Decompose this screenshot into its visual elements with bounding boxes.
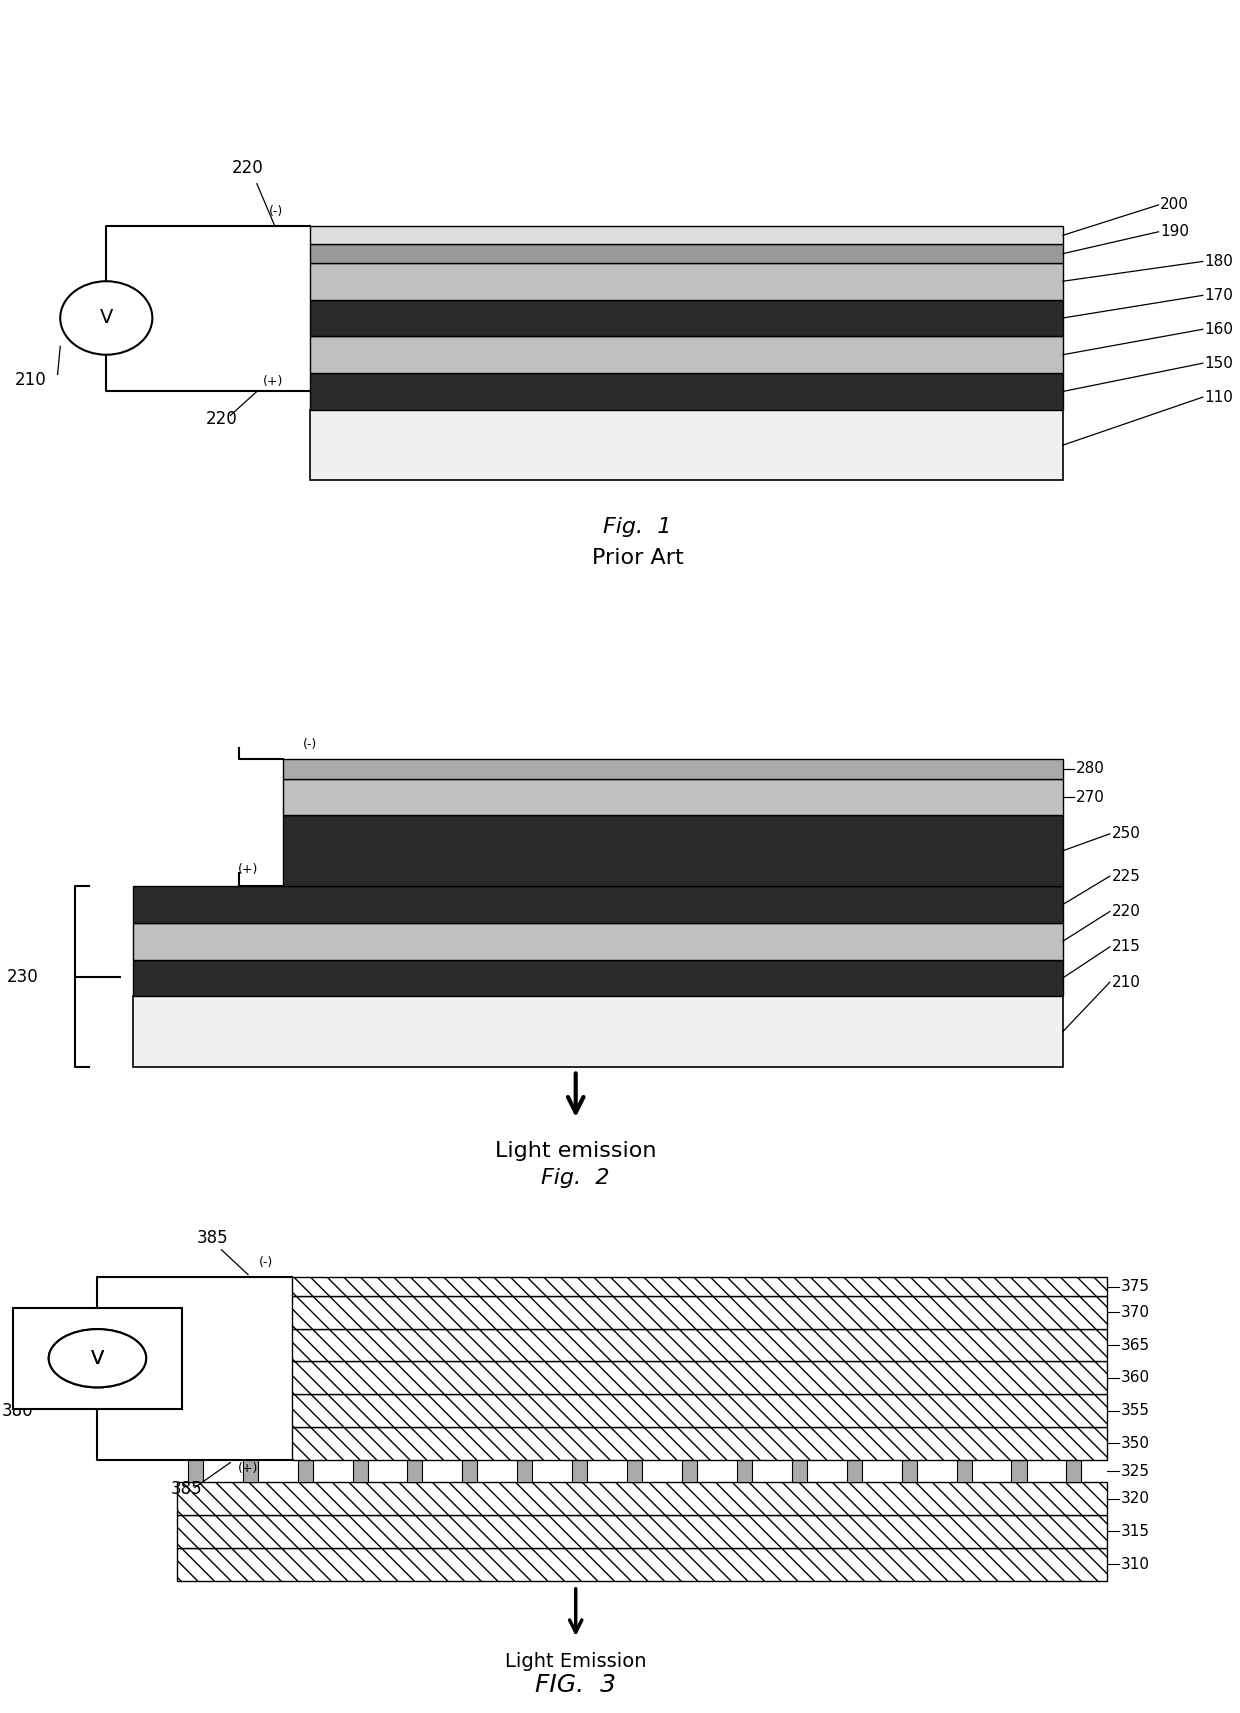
Text: V: V — [91, 1348, 104, 1367]
Text: 220: 220 — [206, 409, 237, 428]
Text: 220: 220 — [232, 159, 264, 176]
Bar — [177, 1549, 1107, 1581]
Text: 250: 250 — [1111, 826, 1141, 841]
Bar — [352, 1459, 367, 1482]
Bar — [627, 1459, 642, 1482]
Text: 380: 380 — [2, 1403, 33, 1420]
Bar — [284, 759, 1063, 779]
Bar — [243, 1459, 258, 1482]
Text: 375: 375 — [1121, 1280, 1149, 1295]
Bar — [293, 1394, 1107, 1427]
Text: (-): (-) — [303, 738, 317, 750]
Text: 215: 215 — [1111, 939, 1141, 954]
Bar — [187, 1459, 203, 1482]
Text: 280: 280 — [1076, 761, 1105, 776]
Text: V: V — [91, 1348, 104, 1367]
Bar — [133, 959, 1063, 997]
Text: 350: 350 — [1121, 1435, 1149, 1451]
Bar — [293, 1295, 1107, 1329]
Bar — [293, 1329, 1107, 1362]
Bar — [901, 1459, 916, 1482]
Text: (-): (-) — [269, 206, 284, 219]
Text: 200: 200 — [1161, 197, 1189, 212]
Bar — [177, 1514, 1107, 1549]
Text: Light emission: Light emission — [495, 1141, 656, 1161]
Bar — [956, 1459, 972, 1482]
Bar — [463, 1459, 477, 1482]
Bar — [408, 1459, 423, 1482]
Text: 210: 210 — [15, 372, 47, 389]
Text: 225: 225 — [1111, 868, 1141, 884]
Text: 310: 310 — [1121, 1557, 1149, 1573]
Text: 210: 210 — [1111, 975, 1141, 990]
Text: 170: 170 — [1204, 288, 1234, 303]
Circle shape — [48, 1329, 146, 1388]
Text: 230: 230 — [6, 968, 38, 985]
Text: Light Emission: Light Emission — [505, 1651, 646, 1672]
Bar — [310, 409, 1063, 480]
Bar — [1066, 1459, 1081, 1482]
Bar — [298, 1459, 312, 1482]
Text: 150: 150 — [1204, 356, 1234, 370]
Circle shape — [61, 281, 153, 355]
Bar — [792, 1459, 807, 1482]
Text: 355: 355 — [1121, 1403, 1149, 1418]
Text: 160: 160 — [1204, 322, 1234, 337]
Text: 110: 110 — [1204, 389, 1234, 404]
Bar — [310, 262, 1063, 300]
Text: 270: 270 — [1076, 790, 1105, 805]
Bar — [284, 815, 1063, 886]
Bar — [293, 1427, 1107, 1459]
Text: FIG.  3: FIG. 3 — [536, 1674, 616, 1698]
Circle shape — [48, 1329, 146, 1388]
Bar — [133, 886, 1063, 923]
Text: 220: 220 — [1111, 904, 1141, 920]
Bar — [133, 923, 1063, 959]
Bar — [14, 1309, 181, 1408]
Bar — [517, 1459, 532, 1482]
Bar — [572, 1459, 588, 1482]
Text: 190: 190 — [1161, 224, 1189, 240]
Bar — [310, 300, 1063, 336]
Text: Fig.  2: Fig. 2 — [542, 1168, 610, 1187]
Text: (+): (+) — [263, 375, 284, 389]
Text: 180: 180 — [1204, 254, 1234, 269]
Text: Fig.  1: Fig. 1 — [604, 517, 672, 538]
Text: 315: 315 — [1121, 1525, 1149, 1538]
Bar — [310, 373, 1063, 409]
Bar — [737, 1459, 751, 1482]
Text: V: V — [99, 308, 113, 327]
Text: 320: 320 — [1121, 1490, 1149, 1506]
Bar — [133, 997, 1063, 1067]
Text: 360: 360 — [1121, 1370, 1149, 1386]
Bar — [284, 779, 1063, 815]
Bar — [310, 336, 1063, 373]
Text: 365: 365 — [1121, 1338, 1149, 1353]
Text: 370: 370 — [1121, 1305, 1149, 1319]
Bar — [177, 1482, 1107, 1514]
Bar — [310, 245, 1063, 262]
Text: Prior Art: Prior Art — [591, 548, 683, 569]
Text: 325: 325 — [1121, 1463, 1149, 1478]
Bar — [847, 1459, 862, 1482]
Bar — [293, 1362, 1107, 1394]
Text: (+): (+) — [238, 863, 258, 875]
Bar — [682, 1459, 697, 1482]
Text: 385: 385 — [197, 1228, 228, 1247]
Bar — [293, 1278, 1107, 1295]
Bar — [310, 226, 1063, 245]
Text: (+): (+) — [238, 1461, 258, 1475]
Text: (-): (-) — [259, 1256, 273, 1269]
Bar — [1012, 1459, 1027, 1482]
Text: 385: 385 — [170, 1480, 202, 1499]
